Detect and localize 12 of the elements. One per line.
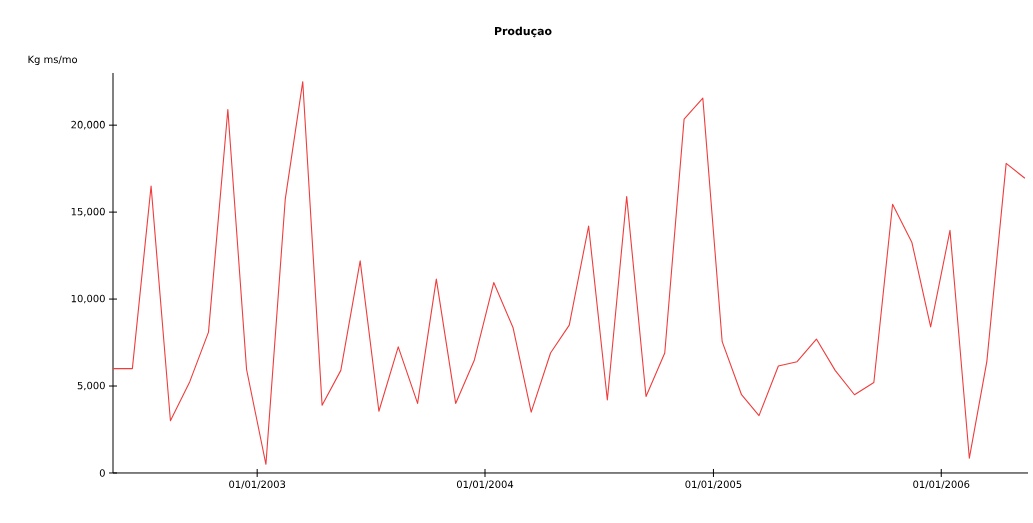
y-tick-label: 20,000 [71, 120, 105, 130]
y-tick-label: 0 [99, 469, 105, 477]
y-tick-label: 5,000 [77, 381, 105, 391]
x-tick-label: 01/01/2004 [456, 480, 514, 489]
x-tick-label: 01/01/2006 [913, 480, 970, 489]
x-tick-label: 01/01/2005 [685, 480, 742, 489]
x-tick-label: 01/01/2003 [229, 480, 286, 489]
y-tick-label: 10,000 [71, 294, 105, 304]
chart-title: Produçao [494, 26, 552, 38]
y-axis-title: Kg ms/mo [28, 55, 78, 66]
y-tick-label: 15,000 [71, 207, 105, 217]
line-series [113, 81, 1026, 465]
